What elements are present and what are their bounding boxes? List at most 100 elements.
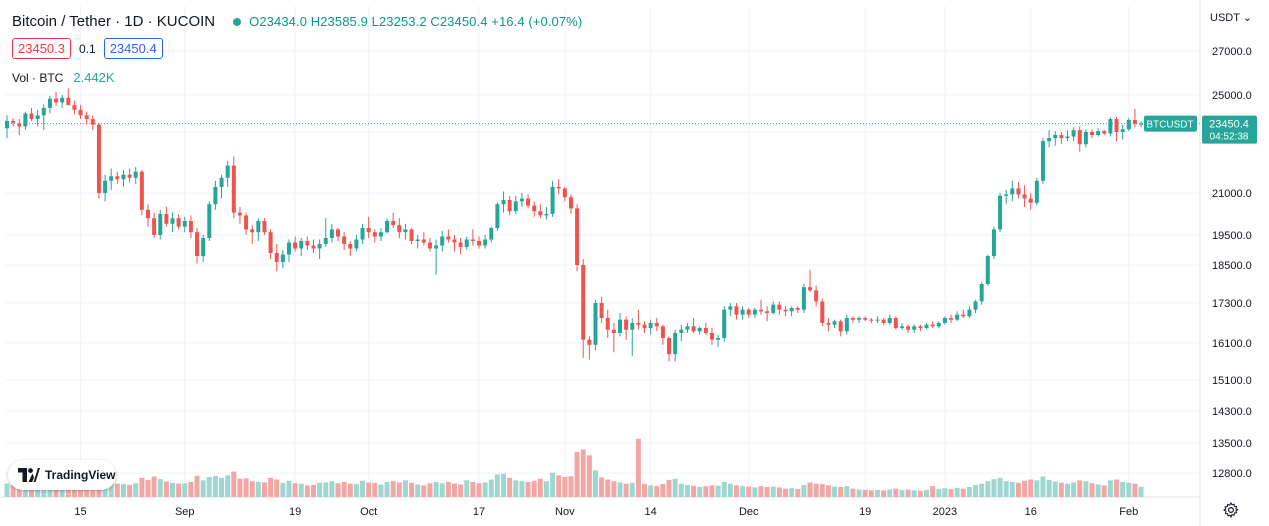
candle-body [1108,119,1113,134]
symbol-title[interactable]: Bitcoin / Tether · 1D · KUCOIN [12,13,216,30]
candle-body [605,318,610,330]
volume-bar [1058,482,1064,497]
time-tick-label: 16 [1025,506,1037,518]
candle-body [470,239,475,241]
candle-body [1114,119,1119,132]
volume-bar [672,478,678,497]
candle-body [716,338,721,340]
candle-body [979,284,984,302]
volume-bar [991,479,997,497]
volume-bar [825,485,831,497]
candle-body [1034,180,1039,203]
volume-bar [948,489,954,497]
price-tick-label: 13500.0 [1212,438,1252,450]
candle-body [1040,141,1045,181]
volume-bar [341,482,347,497]
volume-bar [304,485,310,497]
volume-bar [973,484,979,497]
price-tick-label: 18500.0 [1212,260,1252,272]
candle-body [47,98,52,108]
volume-bar [501,473,507,497]
settings-gear-icon[interactable] [1222,501,1240,519]
candle-body [832,321,837,325]
volume-bar [752,487,758,497]
time-tick-label: 14 [645,506,657,518]
ohlc-values: O23434.0 H23585.9 L23253.2 C23450.4 +16.… [249,14,583,29]
volume-bar [390,481,396,497]
volume-bar [1015,482,1021,497]
candle-body [998,195,1003,230]
candle-body [121,174,126,180]
candle-body [513,201,518,212]
last-price-badge [1202,115,1257,144]
volume-bar [709,485,715,497]
volume-bar [170,482,176,497]
candle-body [624,319,629,330]
candle-body [820,301,825,323]
volume-bar [574,452,580,497]
candle-body [709,333,714,340]
candle-body [906,326,911,330]
volume-bar [194,475,200,497]
bid-price-button[interactable]: 23450.3 [12,38,71,59]
candle-body [532,205,537,212]
candle-body [103,180,108,193]
volume-bar [360,480,366,497]
candle-body [734,306,739,315]
candle-body [188,221,193,233]
volume-bar [899,489,905,497]
volume-bar [268,477,274,497]
volume-bar [384,482,390,497]
candle-body [881,319,886,323]
volume-bar [145,479,151,497]
volume-bar [133,483,139,497]
volume-bar [924,489,929,497]
candle-body [642,324,647,328]
volume-bar [353,484,359,497]
candle-body [758,309,763,312]
volume-bar [488,479,494,497]
candle-body [372,232,377,237]
candle-body [850,318,855,320]
time-tick-label: Sep [175,506,195,518]
candle-body [1077,130,1082,145]
candle-body [967,309,972,317]
volume-bar [237,478,243,497]
candle-body [673,333,678,355]
candle-body [458,242,463,247]
candle-body [440,236,445,246]
volume-bar [402,480,408,497]
candle-body [90,119,95,125]
time-tick-label: Dec [739,506,759,518]
price-tick-label: 19500.0 [1212,230,1252,242]
candle-body [415,239,420,241]
candle-body [930,324,935,327]
legend-price-row: 23450.3 0.1 23450.4 [12,38,163,59]
volume-bar [108,482,114,497]
volume-bar [1052,481,1058,497]
candle-body [348,244,353,249]
candle-body [299,241,304,249]
tradingview-logo[interactable]: TradingView [8,460,116,490]
candle-body [611,329,616,333]
legend-symbol-row: Bitcoin / Tether · 1D · KUCOIN O23434.0 … [12,13,582,30]
candle-body [286,242,291,255]
volume-bar [721,482,727,497]
volume-bar [274,479,280,497]
ask-price-button[interactable]: 23450.4 [103,38,163,59]
volume-bar [862,489,868,497]
volume-bar [1138,486,1144,497]
candle-body [526,198,531,206]
time-axis: 15 Sep 19 Oct 17 Nov 14 Dec 19 2023 16 Feb [74,506,1138,518]
volume-bar [29,484,35,497]
candle-body [17,123,22,127]
candle-body [176,218,181,227]
candle-body [72,105,77,110]
currency-selector[interactable]: USDT ⌄ [1210,12,1253,24]
candle-body [60,97,65,103]
time-tick-label: 17 [473,506,485,518]
candle-body [519,198,524,202]
candle-body [949,318,954,320]
volume-bar [1101,485,1107,497]
